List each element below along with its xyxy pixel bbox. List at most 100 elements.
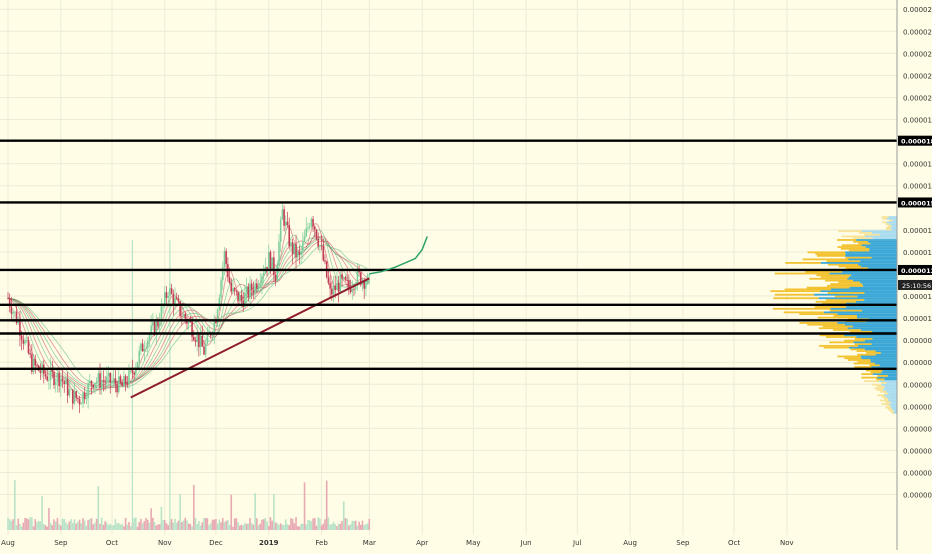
volume-profile-bar	[891, 412, 894, 414]
volume-profile-bar	[881, 216, 889, 218]
volume-bar	[66, 524, 69, 530]
volume-profile-bar	[884, 387, 897, 390]
volume-bar	[158, 524, 161, 530]
volume-profile-bar	[892, 219, 897, 222]
candle-body	[60, 378, 62, 387]
volume-profile-bar	[893, 410, 897, 413]
volume-bar	[211, 519, 214, 530]
candle-body	[82, 392, 84, 404]
volume-profile-bar	[872, 237, 897, 240]
volume-bars	[7, 240, 371, 530]
volume-profile-bar	[871, 366, 897, 368]
volume-bar	[138, 521, 141, 530]
candle-body	[348, 280, 350, 288]
candle-body	[256, 283, 258, 289]
candle-body	[363, 280, 366, 289]
volume-profile-bar	[822, 302, 846, 305]
volume-bar	[262, 519, 265, 530]
price-candles	[7, 201, 371, 414]
x-tick-label: Feb	[315, 539, 328, 547]
volume-profile-bar	[891, 401, 897, 404]
candle-body	[34, 358, 37, 366]
candle-body	[199, 335, 202, 348]
candle-body	[129, 369, 132, 371]
volume-bar	[342, 501, 345, 530]
volume-bar	[286, 524, 289, 530]
volume-bar	[266, 521, 268, 530]
volume-profile-bar	[854, 343, 872, 345]
candle-body	[29, 353, 31, 355]
x-tick-label: 2019	[259, 539, 279, 547]
candle-body	[179, 301, 181, 316]
volume-bar	[39, 521, 42, 530]
volume-bar	[22, 522, 25, 530]
candle-body	[187, 321, 190, 324]
volume-bar	[334, 524, 337, 530]
volume-bar	[317, 517, 319, 530]
volume-bar	[315, 525, 318, 530]
y-tick-label: 0.00000900	[903, 337, 932, 345]
volume-profile-bar	[885, 401, 892, 404]
candle-body	[90, 380, 93, 385]
volume-profile-bar	[826, 284, 864, 287]
volume-profile-bar	[815, 253, 846, 255]
volume-bar	[42, 523, 45, 530]
volume-bar	[225, 520, 227, 530]
last-price-label: 0.00001218	[901, 267, 932, 275]
candle-body	[315, 229, 318, 239]
volume-profile-bar	[853, 240, 868, 243]
candle-body	[308, 226, 311, 228]
volume-profile-bar	[879, 380, 897, 383]
volume-profile-bar	[770, 290, 821, 293]
volume-bar	[56, 518, 59, 530]
volume-bar	[329, 524, 331, 530]
volume-profile-bar	[840, 247, 870, 250]
horizontal-levels[interactable]	[0, 139, 897, 371]
volume-profile-bar	[833, 314, 857, 317]
x-tick-label: Nov	[158, 539, 172, 547]
trendline-group[interactable]	[130, 277, 370, 399]
volume-bar	[82, 518, 84, 530]
volume-profile-bar	[888, 392, 897, 395]
candle-body	[235, 290, 238, 292]
volume-profile-bar	[850, 348, 865, 351]
volume-bar	[25, 518, 28, 530]
volume-bar	[305, 524, 308, 530]
candle-body	[341, 274, 343, 279]
volume-profile-bar	[881, 396, 887, 398]
volume-bar	[220, 522, 222, 530]
volume-bar	[285, 519, 287, 530]
volume-bar	[181, 522, 183, 530]
candle-body	[39, 370, 42, 373]
volume-bar	[288, 525, 291, 530]
candle-body	[337, 282, 340, 292]
volume-profile-bar	[861, 376, 878, 379]
volume-profile-bar	[858, 344, 897, 347]
volume-profile-bar	[866, 352, 881, 354]
volume-bar	[153, 521, 156, 530]
candle-body	[353, 289, 355, 291]
level-mid-label: 0.00001524	[901, 199, 932, 207]
candle-body	[252, 290, 255, 293]
volume-profile-bar	[884, 394, 897, 397]
volume-bar	[232, 526, 234, 530]
volume-bar	[78, 519, 81, 530]
candle-body	[15, 311, 18, 324]
candle-body	[87, 383, 89, 399]
volume-profile-bar	[845, 256, 872, 259]
volume-bar	[290, 518, 292, 530]
volume-bar	[269, 517, 272, 530]
volume-profile-bar	[849, 286, 897, 289]
volume-bar	[179, 493, 181, 530]
volume-bar	[344, 517, 347, 530]
volume-bar	[46, 526, 48, 530]
volume-bar	[68, 521, 71, 530]
y-tick-label: 0.00001100	[903, 293, 932, 301]
candle-body	[99, 373, 101, 388]
volume-profile-bar	[886, 226, 891, 229]
volume-bar	[252, 524, 255, 530]
candle-body	[36, 365, 38, 367]
candle-body	[78, 399, 81, 405]
candle-body	[114, 378, 117, 385]
